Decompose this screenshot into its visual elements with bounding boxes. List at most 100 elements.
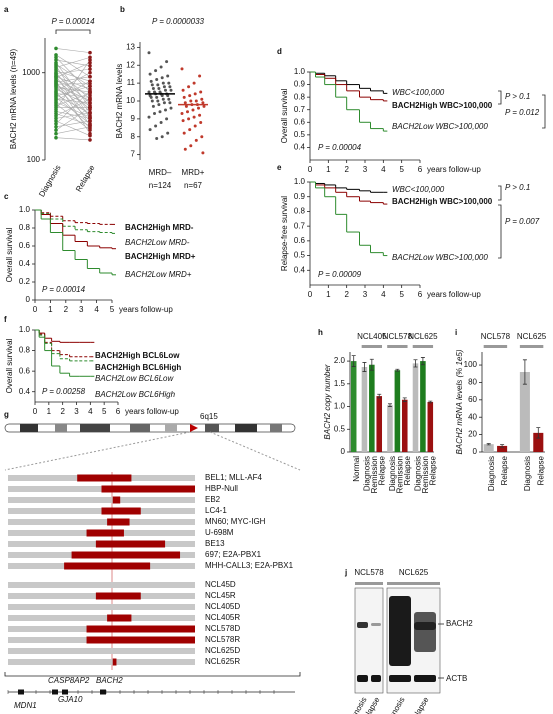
y-tick-label: 0.8 bbox=[19, 223, 31, 232]
y-tick-label: 0.4 bbox=[19, 387, 31, 396]
y-tick-label: 0.4 bbox=[19, 259, 31, 268]
data-point bbox=[167, 81, 171, 85]
bracket bbox=[498, 204, 502, 259]
x-tick-label: 5 bbox=[110, 305, 115, 314]
data-point bbox=[54, 46, 58, 51]
data-point bbox=[182, 95, 186, 99]
lane-label: Diagnosis bbox=[381, 696, 406, 714]
y-tick-label: 10 bbox=[126, 96, 135, 105]
protein-label: BACH2 bbox=[446, 619, 473, 628]
y-tick-label: 0.6 bbox=[19, 241, 31, 250]
y-tick-label: 8 bbox=[131, 132, 136, 141]
sample-label: U-698M bbox=[205, 528, 234, 537]
data-point bbox=[149, 79, 153, 83]
pair-line bbox=[55, 94, 91, 114]
pair-line bbox=[55, 62, 91, 78]
y-tick-label: 80 bbox=[468, 378, 477, 387]
pair-line bbox=[55, 80, 91, 101]
y-tick-label: 1.0 bbox=[294, 177, 306, 186]
legend-label: BACH2Low BCL6High bbox=[95, 390, 176, 399]
bracket bbox=[498, 185, 502, 201]
pair-line bbox=[55, 93, 91, 106]
gene-label: GJA10 bbox=[58, 695, 83, 704]
data-point bbox=[181, 119, 185, 123]
data-point bbox=[148, 128, 152, 132]
data-point bbox=[180, 67, 184, 71]
data-point bbox=[155, 95, 159, 99]
bar bbox=[420, 361, 426, 452]
y-tick-label: 0.2 bbox=[19, 277, 31, 286]
data-point bbox=[165, 117, 169, 121]
x-tick-label: 3 bbox=[363, 290, 368, 299]
gene-label: MDN1 bbox=[14, 701, 37, 710]
data-point bbox=[194, 138, 198, 142]
y-tick-label: 0.5 bbox=[294, 130, 306, 139]
x-tick-label: 6 bbox=[116, 407, 121, 416]
count-label: n=67 bbox=[184, 181, 203, 190]
error-bar bbox=[413, 359, 418, 368]
legend-label: WBC<100,000 bbox=[392, 88, 445, 97]
panel-label: a bbox=[4, 5, 9, 14]
legend-label: BACH2Low BCL6Low bbox=[95, 374, 174, 383]
x-tick-label: 5 bbox=[399, 165, 404, 174]
group-label: NCL625 bbox=[408, 332, 438, 341]
data-point bbox=[162, 101, 166, 105]
data-point bbox=[54, 131, 58, 136]
sample-label: NCL45D bbox=[205, 580, 236, 589]
y-tick-label: 1.0 bbox=[19, 205, 31, 214]
sample-label: 697; E2A-PBX1 bbox=[205, 550, 262, 559]
data-point bbox=[188, 94, 192, 98]
deletion bbox=[101, 507, 141, 515]
data-point bbox=[168, 85, 172, 89]
bar bbox=[350, 361, 357, 452]
data-point bbox=[182, 131, 186, 135]
y-axis-label: BACH2 mRNA levels bbox=[115, 64, 124, 139]
data-point bbox=[189, 144, 193, 148]
y-axis-label: BACH2 mRNA levels (% 1e5) bbox=[455, 349, 464, 454]
y-tick-label: 0.8 bbox=[294, 92, 306, 101]
band bbox=[371, 675, 381, 682]
category-label: Diagnosis bbox=[487, 456, 496, 491]
bar bbox=[497, 445, 508, 452]
data-point bbox=[199, 120, 203, 124]
data-point bbox=[88, 84, 92, 89]
band-label: 6q15 bbox=[200, 412, 218, 421]
y-tick-label: 100 bbox=[27, 155, 41, 164]
pair-line bbox=[55, 98, 91, 104]
sample-label: NCL45R bbox=[205, 591, 236, 600]
x-tick-label: 2 bbox=[60, 407, 65, 416]
data-point bbox=[162, 85, 166, 89]
pair-line bbox=[55, 68, 91, 74]
x-tick-label: 4 bbox=[381, 165, 386, 174]
legend-label: BACH2High MRD- bbox=[125, 223, 194, 232]
data-point bbox=[189, 99, 193, 103]
data-point bbox=[184, 104, 188, 108]
category-label: MRD+ bbox=[182, 168, 205, 177]
category-label: Diagnosis bbox=[523, 456, 532, 491]
band bbox=[357, 622, 368, 628]
bar bbox=[427, 402, 434, 452]
bar bbox=[369, 364, 375, 452]
pair-line bbox=[55, 120, 91, 128]
p-value: P = 0.00258 bbox=[42, 387, 86, 396]
y-axis-label: Overall survival bbox=[5, 338, 14, 393]
band bbox=[357, 675, 368, 682]
x-tick-label: 6 bbox=[418, 290, 423, 299]
pair-line bbox=[55, 112, 91, 119]
group-label: NCL578 bbox=[383, 332, 413, 341]
sample-label: MHH-CALL3; E2A-PBX1 bbox=[205, 561, 294, 570]
data-point bbox=[181, 88, 185, 92]
bracket bbox=[55, 29, 91, 34]
x-axis-label: years follow-up bbox=[125, 407, 179, 416]
y-tick-label: 12 bbox=[126, 60, 135, 69]
p-value: P > 0.1 bbox=[505, 183, 530, 192]
sample-label: NCL578D bbox=[205, 624, 240, 633]
region-track bbox=[8, 497, 195, 503]
deletion bbox=[107, 518, 130, 526]
category-label: Remission bbox=[395, 456, 404, 493]
data-point bbox=[159, 65, 163, 69]
y-tick-label: 0.8 bbox=[294, 207, 306, 216]
y-tick-label: 0 bbox=[341, 447, 346, 456]
y-axis-label: Relapse-free survival bbox=[280, 196, 289, 271]
data-point bbox=[155, 137, 159, 141]
